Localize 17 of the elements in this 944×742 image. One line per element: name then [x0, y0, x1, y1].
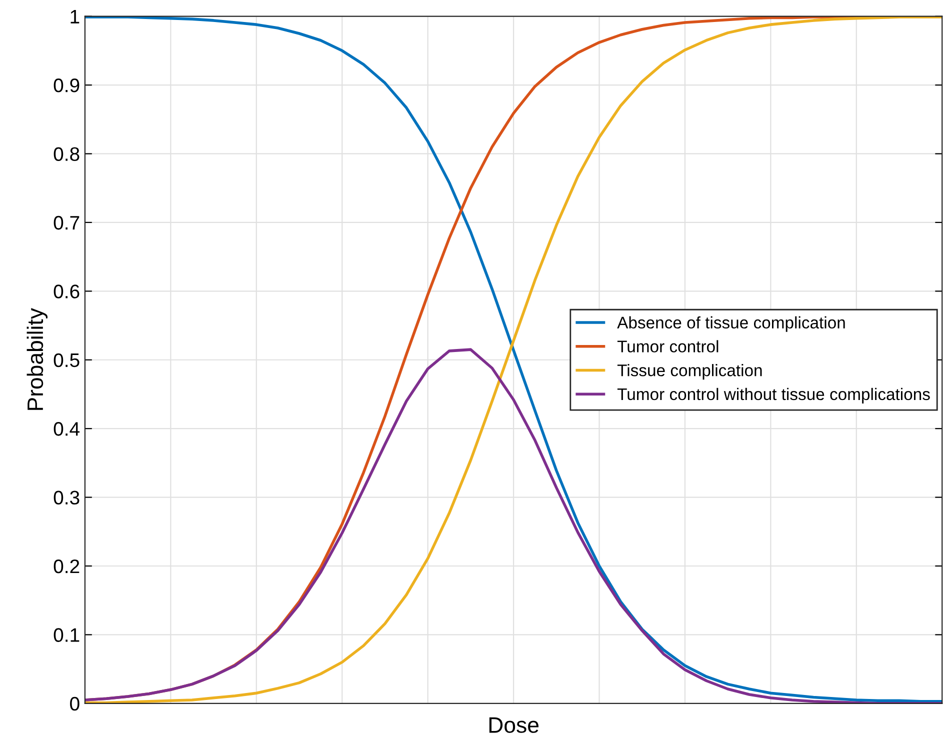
legend-label: Tumor control: [617, 340, 718, 352]
legend-label: Absence of tissue complication: [617, 316, 845, 332]
legend-label: Tumor control without tissue complications: [617, 388, 930, 404]
y-tick-label: 0.7: [54, 216, 80, 230]
y-tick-label: 1: [70, 10, 80, 24]
y-tick-label: 0.8: [54, 147, 80, 161]
y-tick-label: 0.5: [54, 353, 80, 368]
y-tick-label: 0.1: [54, 628, 80, 642]
y-tick-label: 0.3: [54, 490, 80, 505]
y-tick-label: 0: [70, 696, 80, 711]
y-axis-title: Probability: [26, 308, 48, 410]
y-tick-label: 0.2: [54, 559, 80, 574]
y-tick-label: 0.9: [54, 78, 80, 92]
y-tick-label: 0.4: [54, 422, 80, 436]
y-tick-label: 0.6: [54, 284, 80, 298]
x-axis-title: Dose: [489, 717, 538, 733]
legend-label: Tissue complication: [617, 364, 762, 380]
